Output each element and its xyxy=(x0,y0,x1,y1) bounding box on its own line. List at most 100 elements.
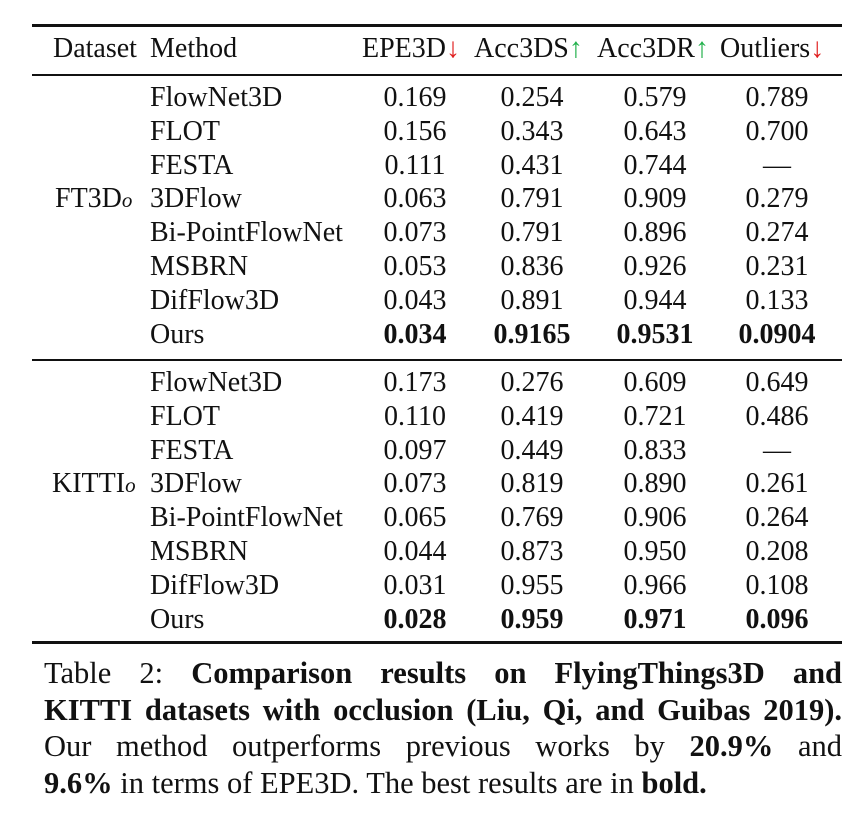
method-cell: MSBRN xyxy=(150,536,249,567)
epe3d-cell: 0.031 xyxy=(383,569,447,601)
epe3d-cell: 0.173 xyxy=(383,367,447,398)
outliers-cell: — xyxy=(763,149,791,181)
acc3dr-cell: 0.966 xyxy=(623,569,687,601)
dataset-label: KITTIo xyxy=(52,467,136,502)
caption-label: Table 2: xyxy=(44,656,164,690)
acc3dr-cell: 0.721 xyxy=(623,400,687,432)
acc3dr-cell: 0.744 xyxy=(623,149,687,181)
acc3dr-cell: 0.926 xyxy=(623,251,687,282)
acc3ds-cell: 0.836 xyxy=(500,251,564,282)
outliers-cell: 0.274 xyxy=(745,217,809,249)
method-cell: Ours xyxy=(150,603,205,635)
outliers-cell: 0.264 xyxy=(745,502,809,534)
method-cell: FlowNet3D xyxy=(150,367,283,398)
dataset-subscript: o xyxy=(121,188,133,213)
acc3dr-cell: 0.890 xyxy=(623,468,687,500)
acc3ds-cell: 0.891 xyxy=(500,284,564,316)
header-epe3d: EPE3D↓ xyxy=(362,32,460,66)
epe3d-cell: 0.065 xyxy=(383,502,447,534)
method-cell: FLOT xyxy=(150,400,220,432)
outliers-cell: 0.0904 xyxy=(738,318,816,350)
acc3dr-cell: 0.944 xyxy=(623,284,687,316)
method-cell: Ours xyxy=(150,318,205,350)
arrow-up-icon: ↑ xyxy=(568,33,583,64)
dataset-name: FT3D xyxy=(55,183,122,215)
header-dataset: Dataset xyxy=(53,33,137,64)
outliers-cell: — xyxy=(763,434,791,466)
acc3dr-cell: 0.950 xyxy=(623,536,687,567)
header-method: Method xyxy=(150,33,238,64)
method-cell: Bi-PointFlowNet xyxy=(150,217,343,249)
acc3ds-cell: 0.873 xyxy=(500,536,564,567)
acc3ds-cell: 0.819 xyxy=(500,468,564,500)
acc3ds-cell: 0.449 xyxy=(500,434,564,466)
outliers-cell: 0.279 xyxy=(745,183,809,215)
caption-title-1: Comparison results on FlyingThings3D and xyxy=(191,656,842,690)
dataset-name: KITTI xyxy=(52,468,126,500)
epe3d-cell: 0.073 xyxy=(383,468,447,500)
acc3ds-cell: 0.9165 xyxy=(493,318,571,350)
epe3d-cell: 0.034 xyxy=(383,318,447,350)
header-epe3d-label: EPE3D xyxy=(362,33,446,64)
acc3ds-cell: 0.791 xyxy=(500,183,564,215)
header-acc3ds-label: Acc3DS xyxy=(474,33,569,64)
acc3dr-cell: 0.909 xyxy=(623,183,687,215)
epe3d-cell: 0.053 xyxy=(383,251,447,282)
caption-title-2: KITTI datasets with occlusion (Liu, Qi, … xyxy=(44,692,842,727)
method-cell: DifFlow3D xyxy=(150,569,280,601)
outliers-cell: 0.208 xyxy=(745,536,809,567)
method-cell: DifFlow3D xyxy=(150,284,280,316)
arrow-up-icon: ↑ xyxy=(694,33,709,64)
header-acc3dr: Acc3DR↑ xyxy=(597,32,709,66)
outliers-cell: 0.133 xyxy=(745,284,809,316)
top-rule xyxy=(32,24,842,27)
method-cell: 3DFlow xyxy=(150,468,242,500)
caption-pct-1: 20.9% xyxy=(689,729,774,763)
acc3dr-cell: 0.609 xyxy=(623,367,687,398)
acc3ds-cell: 0.431 xyxy=(500,149,564,181)
epe3d-cell: 0.063 xyxy=(383,183,447,215)
caption-bold-word: bold. xyxy=(641,765,707,800)
method-cell: Bi-PointFlowNet xyxy=(150,502,343,534)
dataset-subscript: o xyxy=(125,473,136,498)
acc3dr-cell: 0.833 xyxy=(623,434,687,466)
header-acc3dr-label: Acc3DR xyxy=(597,33,695,64)
method-cell: FESTA xyxy=(150,434,234,466)
arrow-down-icon: ↓ xyxy=(446,33,460,64)
acc3ds-cell: 0.419 xyxy=(500,400,564,432)
caption-pct-2: 9.6% xyxy=(44,765,113,800)
acc3dr-cell: 0.643 xyxy=(623,115,687,147)
outliers-cell: 0.700 xyxy=(745,115,809,147)
method-cell: MSBRN xyxy=(150,251,249,282)
acc3dr-cell: 0.896 xyxy=(623,217,687,249)
acc3ds-cell: 0.276 xyxy=(500,367,564,398)
caption-body-2: in terms of EPE3D. The best results are … xyxy=(120,765,634,800)
outliers-cell: 0.486 xyxy=(745,400,809,432)
header-rule xyxy=(32,74,842,76)
caption-and: and xyxy=(797,729,843,763)
method-cell: 3DFlow xyxy=(150,183,242,215)
epe3d-cell: 0.156 xyxy=(383,115,447,147)
method-cell: FlowNet3D xyxy=(150,82,283,113)
header-acc3ds: Acc3DS↑ xyxy=(474,32,583,66)
header-outliers: Outliers↓ xyxy=(720,32,824,66)
caption-body-1: Our method outperforms previous works by xyxy=(44,729,665,763)
method-cell: FLOT xyxy=(150,115,220,147)
method-cell: FESTA xyxy=(150,149,234,181)
acc3ds-cell: 0.769 xyxy=(500,502,564,534)
epe3d-cell: 0.097 xyxy=(383,434,447,466)
acc3ds-cell: 0.343 xyxy=(500,115,564,147)
outliers-cell: 0.261 xyxy=(745,468,809,500)
acc3ds-cell: 0.254 xyxy=(500,82,564,113)
group-rule xyxy=(32,359,842,361)
outliers-cell: 0.096 xyxy=(745,603,809,635)
epe3d-cell: 0.073 xyxy=(383,217,447,249)
acc3dr-cell: 0.906 xyxy=(623,502,687,534)
outliers-cell: 0.108 xyxy=(745,569,809,601)
arrow-down-icon: ↓ xyxy=(810,33,825,64)
header-outliers-label: Outliers xyxy=(720,33,811,64)
epe3d-cell: 0.110 xyxy=(384,400,446,432)
table-caption: Table 2: Comparison results on FlyingThi… xyxy=(44,655,842,801)
acc3dr-cell: 0.9531 xyxy=(616,318,694,350)
acc3ds-cell: 0.791 xyxy=(500,217,564,249)
